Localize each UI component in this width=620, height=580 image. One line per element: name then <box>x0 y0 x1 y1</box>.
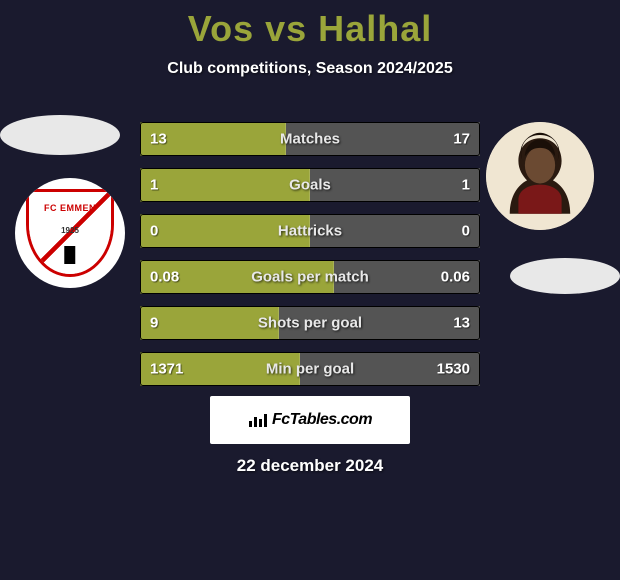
stat-row: 13 17 Matches <box>140 122 480 156</box>
stat-value-left: 1 <box>150 177 158 194</box>
subtitle: Club competitions, Season 2024/2025 <box>0 60 620 78</box>
watermark: FcTables.com <box>210 396 410 444</box>
stat-row: 0 0 Hattricks <box>140 214 480 248</box>
watermark-text: FcTables.com <box>272 411 372 429</box>
stat-row: 0.08 0.06 Goals per match <box>140 260 480 294</box>
watermark-bars-icon <box>248 412 268 428</box>
stat-value-left: 9 <box>150 315 158 332</box>
badge-year: 1925 <box>29 226 111 235</box>
stat-label: Goals <box>289 177 331 194</box>
stat-label: Shots per goal <box>258 315 362 332</box>
stat-label: Goals per match <box>251 269 369 286</box>
stat-value-left: 0 <box>150 223 158 240</box>
stat-row: 1 1 Goals <box>140 168 480 202</box>
stat-value-left: 0.08 <box>150 269 179 286</box>
stat-label: Matches <box>280 131 340 148</box>
decor-ellipse-bottom-right <box>510 258 620 294</box>
stat-value-right: 13 <box>453 315 470 332</box>
badge-team-name: FC EMMEN <box>29 203 111 213</box>
stat-label: Hattricks <box>278 223 342 240</box>
player-silhouette-icon <box>486 122 594 230</box>
stat-label: Min per goal <box>266 361 354 378</box>
stat-value-right: 1530 <box>437 361 470 378</box>
stat-value-right: 1 <box>462 177 470 194</box>
stat-row: 9 13 Shots per goal <box>140 306 480 340</box>
decor-ellipse-top-left <box>0 115 120 155</box>
stat-value-right: 0 <box>462 223 470 240</box>
date-label: 22 december 2024 <box>237 456 384 476</box>
badge-tower-icon <box>64 246 75 264</box>
right-player-avatar <box>486 122 594 230</box>
comparison-card: Vos vs Halhal Club competitions, Season … <box>0 0 620 580</box>
stat-value-left: 13 <box>150 131 167 148</box>
stat-value-left: 1371 <box>150 361 183 378</box>
page-title: Vos vs Halhal <box>0 0 620 50</box>
left-team-badge: FC EMMEN 1925 <box>15 178 125 288</box>
stat-value-right: 0.06 <box>441 269 470 286</box>
fc-emmen-logo: FC EMMEN 1925 <box>15 178 125 288</box>
stat-value-right: 17 <box>453 131 470 148</box>
stat-rows: 13 17 Matches 1 1 Goals 0 0 Hattricks 0.08 0.06 Goa… <box>140 122 480 398</box>
stat-row: 1371 1530 Min per goal <box>140 352 480 386</box>
